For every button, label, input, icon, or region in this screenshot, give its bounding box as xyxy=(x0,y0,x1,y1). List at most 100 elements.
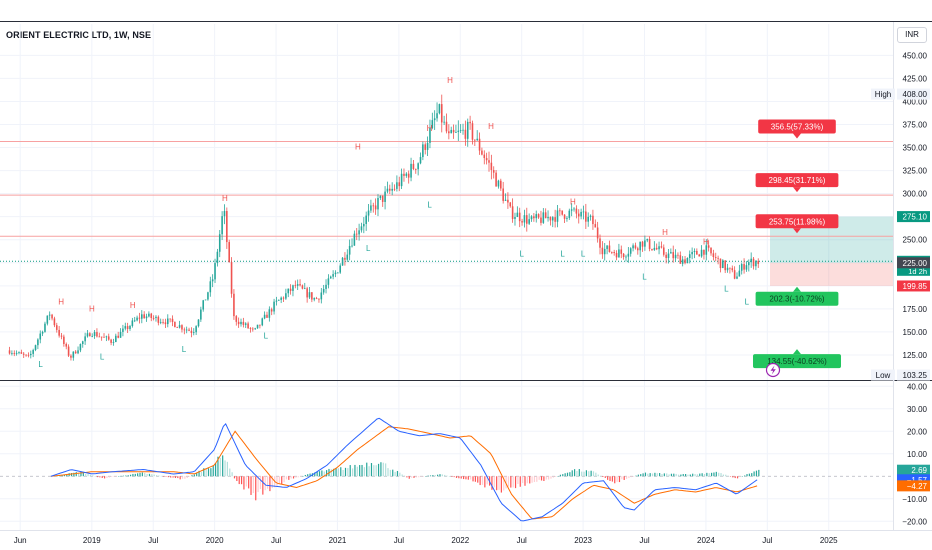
histogram-bar xyxy=(633,476,635,477)
histogram-bar xyxy=(207,468,210,477)
histogram-bar xyxy=(193,474,195,477)
histogram-bar xyxy=(512,476,514,488)
candlesticks xyxy=(8,94,760,361)
histogram-bar xyxy=(399,472,401,477)
histogram-bar xyxy=(347,468,349,477)
candle-body xyxy=(443,121,445,123)
price-tick-label: 450.00 xyxy=(903,51,928,60)
candle-body xyxy=(667,253,670,259)
time-tick-label: 2021 xyxy=(329,536,347,545)
candle-body xyxy=(502,188,504,201)
histogram-bar xyxy=(248,476,250,489)
candle-body xyxy=(670,252,672,254)
pivot-low-label: L xyxy=(38,360,43,369)
candle-body xyxy=(39,333,42,340)
candle-body xyxy=(757,260,760,264)
histogram-bar xyxy=(758,469,760,477)
histogram-bar xyxy=(517,476,519,484)
candle-body xyxy=(750,258,752,263)
histogram-bar xyxy=(385,463,387,477)
candle-body xyxy=(282,297,285,299)
price-tag-bg xyxy=(871,88,895,100)
histogram-bar xyxy=(243,476,245,490)
candle-body xyxy=(599,238,601,248)
candle-body xyxy=(580,211,582,217)
histogram-bar xyxy=(281,476,283,485)
candle-body xyxy=(509,202,512,207)
symbol-title[interactable]: ORIENT ELECTRIC LTD, 1W, NSE xyxy=(6,30,152,40)
currency-button[interactable]: INR xyxy=(897,27,927,43)
candle-body xyxy=(634,245,637,249)
histogram-bar xyxy=(753,471,755,477)
pivot-low-label: L xyxy=(724,284,729,293)
candle-body xyxy=(289,288,292,291)
histogram-bar xyxy=(533,476,536,483)
candle-body xyxy=(603,248,606,255)
support-callout[interactable]: 202.3(-10.72%) xyxy=(755,286,839,306)
candle-body xyxy=(77,350,79,354)
histogram-bar xyxy=(548,476,550,480)
histogram-bar xyxy=(635,475,637,477)
candle-body xyxy=(511,206,514,219)
candle-body xyxy=(145,316,148,319)
candle-body xyxy=(98,336,101,338)
histogram-bar xyxy=(125,475,127,477)
macd-value-label: −4.27 xyxy=(897,480,930,492)
price-label-bg xyxy=(897,88,930,100)
candle-body xyxy=(223,211,226,217)
candle-body xyxy=(627,253,630,257)
price-tick-label: 175.00 xyxy=(903,305,928,314)
histogram-bar xyxy=(505,476,507,489)
histogram-bar xyxy=(144,472,146,477)
candle-body xyxy=(183,329,186,331)
candle-body xyxy=(726,267,729,271)
histogram-bar xyxy=(583,471,585,477)
callout-box xyxy=(755,173,839,188)
candle-body xyxy=(37,339,39,346)
time-tick-label: Jul xyxy=(394,536,404,545)
candle-body xyxy=(374,205,377,210)
candle-body xyxy=(174,321,176,328)
target-callout[interactable]: 253.75(11.98%) xyxy=(755,214,839,234)
candle-body xyxy=(280,297,282,300)
candle-body xyxy=(256,324,259,329)
histogram-bar xyxy=(318,471,321,477)
candle-body xyxy=(315,298,318,299)
candle-body xyxy=(320,292,323,300)
level-lines xyxy=(0,141,893,262)
histogram-bar xyxy=(283,476,285,483)
candle-body xyxy=(492,170,495,173)
candle-body xyxy=(341,257,344,266)
candle-body xyxy=(752,258,755,267)
time-tick-label: Jul xyxy=(639,536,649,545)
histogram-bar xyxy=(115,476,117,477)
histogram-bar xyxy=(649,473,651,477)
histogram-bar xyxy=(118,476,120,477)
histogram-bar xyxy=(198,470,200,477)
candle-body xyxy=(58,329,60,336)
candle-body xyxy=(606,245,608,249)
candle-body xyxy=(422,144,424,158)
support-callout[interactable]: 134.55(-40.62%) xyxy=(753,349,841,369)
target-callout[interactable]: 298.45(31.71%) xyxy=(755,173,839,193)
candle-body xyxy=(159,322,162,323)
histogram-bar xyxy=(481,476,484,485)
candle-body xyxy=(703,249,705,255)
candle-body xyxy=(242,321,245,325)
histogram-bar xyxy=(668,474,670,477)
histogram-bar xyxy=(578,469,580,477)
histogram-bar xyxy=(470,476,472,480)
target-callout[interactable]: 356.5(57.33%) xyxy=(758,119,836,139)
histogram-bar xyxy=(373,465,375,477)
macd-line xyxy=(50,417,758,522)
histogram-bar xyxy=(163,476,165,477)
histogram-bar xyxy=(262,476,264,495)
candle-body xyxy=(18,352,20,354)
histogram-bar xyxy=(302,475,304,477)
candle-body xyxy=(294,285,297,287)
histogram-bar xyxy=(205,468,207,477)
candle-body xyxy=(8,350,11,354)
candle-body xyxy=(481,150,483,155)
flash-icon[interactable] xyxy=(765,362,781,378)
